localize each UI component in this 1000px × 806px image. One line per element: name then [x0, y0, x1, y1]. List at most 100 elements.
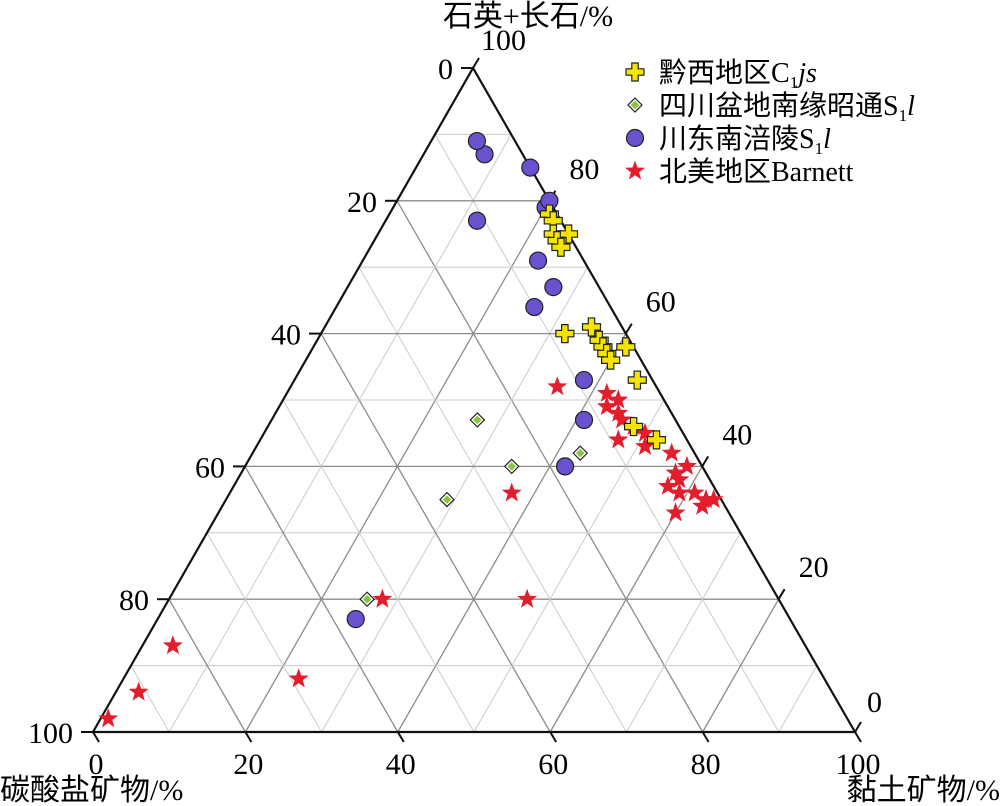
grid-line-clay-70 [625, 532, 741, 733]
data-point-star-26 [288, 668, 309, 688]
data-point-diamond-0-inner [507, 462, 516, 471]
grid-line-carbonate-90 [130, 665, 170, 733]
tick-label-bottom-0: 0 [89, 748, 104, 781]
legend-label-star: 北美地区Barnett [659, 156, 854, 188]
axis-label-carbonate: 碳酸盐矿物/% [0, 774, 183, 806]
data-point-diamond-1-inner [473, 415, 482, 425]
axis-label-quartz-feldspar: 石英+长石/% [443, 0, 613, 33]
tick-label-bottom-40: 40 [386, 748, 416, 781]
data-point-circle-6 [528, 251, 548, 270]
series-diamond [359, 412, 589, 608]
data-point-star-25 [128, 681, 149, 701]
tick-label-right-60: 60 [646, 286, 676, 319]
triangle-border [91, 65, 857, 734]
data-point-plus-13 [627, 370, 647, 390]
tick-right-0 [854, 721, 862, 733]
data-point-plus-15 [623, 416, 644, 437]
grid-line-carbonate-80 [168, 598, 246, 733]
data-point-plus-11 [601, 350, 621, 370]
data-point-star-19 [665, 502, 686, 522]
data-point-star-11 [676, 455, 697, 475]
legend-marker-diamond-inner [630, 100, 640, 110]
tick-label-right-40: 40 [722, 418, 752, 451]
series-plus [539, 204, 667, 450]
data-point-plus-12 [616, 337, 636, 357]
data-point-star-23 [517, 588, 538, 608]
data-point-star-0 [547, 376, 568, 396]
legend-label-diamond: 四川盆地南缘昭通S1l [659, 90, 915, 125]
tick-label-right-100: 100 [481, 24, 526, 57]
data-point-plus-14 [646, 430, 667, 450]
tick-label-left-80: 80 [119, 584, 149, 617]
data-point-circle-11 [555, 457, 575, 476]
data-point-circle-1 [467, 131, 487, 151]
data-point-circle-12 [346, 610, 365, 629]
data-point-star-14 [657, 475, 678, 495]
data-point-star-3 [596, 396, 617, 416]
data-point-circle-8 [525, 297, 544, 317]
legend-item-plus: 黔西地区C1js [625, 57, 817, 92]
data-point-plus-5 [551, 237, 571, 257]
tick-bottom-20 [244, 731, 253, 743]
legend-marker-plus [625, 62, 645, 82]
tick-label-bottom-100: 100 [836, 748, 881, 781]
data-point-star-21 [501, 482, 522, 502]
series-circle [346, 131, 594, 629]
grid-line-carbonate-70 [206, 532, 323, 733]
tick-right-40 [701, 455, 710, 467]
data-point-star-27 [98, 708, 119, 728]
data-point-star-22 [372, 588, 393, 608]
legend-marker-diamond [627, 97, 643, 113]
tick-label-left-40: 40 [271, 319, 301, 352]
data-point-star-15 [684, 482, 705, 502]
data-point-diamond-3 [439, 491, 455, 508]
tick-bottom-60 [549, 731, 558, 743]
legend-item-star: 北美地区Barnett [625, 156, 854, 188]
data-point-circle-5 [521, 158, 540, 177]
tick-bottom-40 [396, 731, 405, 743]
data-point-star-7 [635, 422, 655, 442]
legend-label-circle: 川东南涪陵S1l [659, 123, 831, 158]
grid-line-carbonate-30 [358, 266, 627, 733]
data-point-star-10 [661, 442, 682, 462]
tick-right-20 [777, 588, 786, 600]
legend-marker-circle [625, 128, 645, 148]
grid-line-carbonate-10 [434, 134, 780, 733]
tick-label-bottom-80: 80 [691, 748, 721, 781]
triangle-frame [91, 65, 857, 734]
legend-item-circle: 川东南涪陵S1l [625, 123, 831, 158]
data-point-diamond-4-inner [362, 594, 372, 604]
data-point-star-24 [162, 635, 183, 655]
data-point-diamond-3-inner [442, 495, 452, 504]
data-point-star-13 [669, 469, 690, 489]
data-point-star-12 [665, 462, 686, 482]
grid-line-clay-90 [778, 665, 818, 733]
data-point-star-4 [608, 402, 629, 422]
tick-label-left-0: 0 [438, 53, 453, 86]
grid-line-clay-50 [473, 399, 665, 733]
tick-label-right-20: 20 [799, 551, 829, 584]
tick-right-60 [624, 323, 633, 335]
data-point-plus-7 [581, 317, 602, 337]
tick-label-left-60: 60 [195, 451, 225, 484]
tick-label-left-100: 100 [28, 717, 73, 750]
points-layer [98, 131, 724, 728]
tick-bottom-100 [854, 731, 862, 743]
grid-layer [130, 133, 818, 733]
data-point-star-8 [608, 429, 629, 449]
grid-line-carbonate-60 [244, 466, 399, 733]
tick-label-left-20: 20 [347, 186, 377, 219]
data-point-plus-3 [558, 224, 579, 244]
tick-label-right-0: 0 [867, 686, 882, 719]
tick-right-100 [472, 57, 480, 69]
data-point-star-20 [703, 489, 724, 509]
data-point-star-16 [696, 489, 717, 509]
grid-line-clay-80 [702, 598, 780, 733]
data-point-diamond-2 [572, 445, 589, 461]
data-point-star-9 [635, 435, 656, 455]
legend-item-diamond: 四川盆地南缘昭通S1l [627, 90, 915, 125]
data-point-star-2 [608, 389, 629, 409]
tick-label-bottom-60: 60 [538, 748, 568, 781]
data-point-diamond-4 [359, 591, 375, 608]
